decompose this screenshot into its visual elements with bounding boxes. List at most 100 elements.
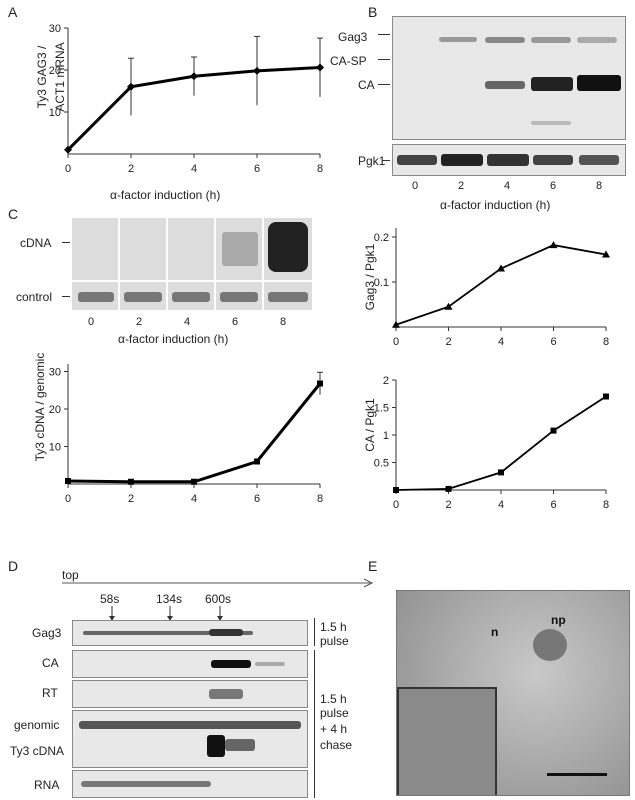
row-label-genomic: genomic bbox=[14, 718, 60, 732]
gradient-blot-dna bbox=[72, 710, 308, 768]
lane-b-0: 0 bbox=[412, 180, 419, 192]
series-line bbox=[395, 395, 607, 491]
x-tick-label: 6 bbox=[254, 163, 260, 175]
nuclear-pore-cluster bbox=[533, 629, 567, 661]
marker-58s: 58s bbox=[100, 592, 120, 606]
pulse-label-2: pulse bbox=[320, 634, 349, 648]
tick-pgk1 bbox=[382, 160, 390, 161]
western-blot-pgk1 bbox=[392, 144, 626, 176]
lane-divider bbox=[262, 218, 264, 310]
band-label-pgk1: Pgk1 bbox=[358, 154, 386, 168]
x-tick-label: 8 bbox=[603, 336, 609, 348]
chart-cdna: 0 2 4 6 8 10 20 30 bbox=[49, 364, 323, 505]
band bbox=[83, 631, 253, 635]
band-label-ca-sp: CA-SP bbox=[330, 54, 367, 68]
series-line bbox=[67, 382, 322, 484]
data-point bbox=[445, 485, 452, 492]
data-point bbox=[190, 72, 198, 81]
data-point bbox=[603, 393, 609, 400]
lane-b-2: 2 bbox=[458, 180, 465, 192]
x-tick-label: 4 bbox=[191, 163, 197, 175]
lane-divider bbox=[118, 218, 120, 310]
band bbox=[531, 121, 571, 125]
x-tick-label: 2 bbox=[128, 163, 134, 175]
y-tick-label: 10 bbox=[49, 442, 61, 454]
pulse-label-1: 1.5 h bbox=[320, 620, 347, 634]
marker-134s: 134s bbox=[156, 592, 183, 606]
lane-c-6: 6 bbox=[232, 316, 239, 328]
band bbox=[209, 689, 243, 699]
lane-divider bbox=[214, 218, 216, 310]
x-tick-label: 2 bbox=[128, 493, 134, 505]
x-tick-label: 4 bbox=[191, 493, 197, 505]
data-point bbox=[316, 63, 324, 72]
x-tick-label: 4 bbox=[498, 336, 504, 348]
band bbox=[81, 781, 211, 787]
band bbox=[255, 662, 285, 666]
x-tick-label: 6 bbox=[550, 499, 556, 511]
pulse-bracket bbox=[314, 618, 315, 646]
x-tick-label: 6 bbox=[254, 493, 260, 505]
chase-bracket bbox=[314, 650, 315, 798]
tick-control bbox=[62, 296, 70, 297]
gradient-arrows bbox=[62, 578, 374, 621]
y-tick-label: 20 bbox=[49, 404, 61, 416]
chase-label-1: 1.5 h bbox=[320, 692, 347, 706]
y-tick-label: 0.5 bbox=[374, 458, 389, 470]
electron-micrograph: n np bbox=[396, 590, 630, 796]
lane-divider bbox=[166, 218, 168, 310]
band bbox=[207, 735, 225, 757]
gradient-blot-rna bbox=[72, 770, 308, 798]
x-tick-label: 8 bbox=[317, 163, 323, 175]
row-label-rt: RT bbox=[42, 686, 58, 700]
data-point bbox=[498, 469, 504, 476]
x-tick-label: 2 bbox=[445, 336, 451, 348]
em-inset bbox=[397, 687, 497, 795]
band bbox=[487, 154, 529, 166]
data-point bbox=[317, 380, 323, 387]
row-label-rna: RNA bbox=[34, 778, 60, 792]
x-tick-label: 0 bbox=[393, 499, 399, 511]
gradient-blot-ca bbox=[72, 650, 308, 678]
x-tick-label: 8 bbox=[603, 499, 609, 511]
x-tick-label: 8 bbox=[317, 493, 323, 505]
y-tick-label: 30 bbox=[49, 23, 61, 35]
blot-label-cdna: cDNA bbox=[20, 236, 52, 250]
data-point bbox=[550, 427, 557, 434]
gradient-top-label: top bbox=[62, 568, 79, 582]
data-point bbox=[127, 82, 135, 91]
band bbox=[268, 222, 308, 272]
data-point bbox=[444, 302, 453, 310]
panel-d-letter: D bbox=[8, 558, 19, 574]
band bbox=[531, 37, 571, 43]
tick-ca bbox=[378, 84, 390, 85]
band bbox=[577, 37, 617, 43]
data-point bbox=[549, 241, 558, 249]
band bbox=[225, 739, 255, 751]
data-point bbox=[392, 320, 400, 328]
chart-a: 0 2 4 6 8 10 20 30 bbox=[49, 23, 324, 175]
chase-label-2: pulse bbox=[320, 706, 349, 720]
band-label-gag3: Gag3 bbox=[338, 30, 368, 44]
y-tick-label: 0.2 bbox=[374, 232, 389, 244]
panel-e-letter: E bbox=[368, 558, 378, 574]
band bbox=[485, 81, 525, 89]
panel-a-xlabel: α-factor induction (h) bbox=[110, 188, 221, 202]
series-line bbox=[395, 244, 607, 326]
band bbox=[397, 155, 437, 165]
lane-c-0: 0 bbox=[88, 316, 95, 328]
band bbox=[577, 75, 621, 91]
band bbox=[124, 292, 162, 302]
y-tick-label: 0.1 bbox=[374, 277, 389, 289]
band bbox=[211, 660, 251, 668]
y-tick-label: 1.5 bbox=[374, 403, 389, 415]
band bbox=[222, 232, 258, 266]
panel-b-letter: B bbox=[368, 4, 378, 20]
data-point bbox=[253, 66, 261, 75]
y-tick-label: 30 bbox=[49, 367, 61, 379]
panel-a-letter: A bbox=[8, 4, 18, 20]
lane-c-4: 4 bbox=[184, 316, 191, 328]
x-tick-label: 4 bbox=[498, 499, 504, 511]
gradient-blot-gag3 bbox=[72, 620, 308, 646]
chase-label-3: + 4 h bbox=[320, 722, 348, 736]
